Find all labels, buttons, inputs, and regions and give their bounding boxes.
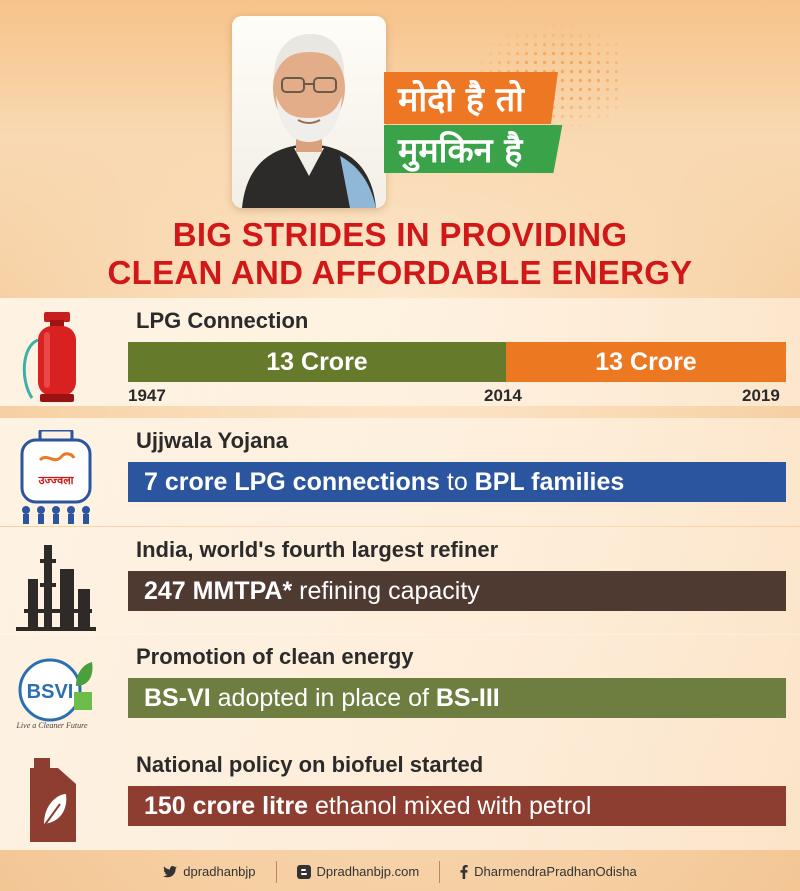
section-ujjwala-yojana: उज्ज्वला Ujjwala Yojana 7 crore LPG conn… bbox=[0, 418, 800, 526]
bar-text: refining capacity bbox=[292, 576, 480, 605]
portrait-photo bbox=[232, 16, 386, 208]
refining-bar: 247 MMTPA* refining capacity bbox=[128, 571, 786, 611]
bsvi-bar: BS-VI adopted in place of BS-III bbox=[128, 678, 786, 718]
biofuel-bar: 150 crore litre ethanol mixed with petro… bbox=[128, 786, 786, 826]
section-biofuel: National policy on biofuel started 150 c… bbox=[0, 742, 800, 850]
footer-social-links: dpradhanbjp Dpradhanbjp.com DharmendraPr… bbox=[0, 852, 800, 891]
section-lpg-connection: LPG Connection 13 Crore 13 Crore 1947 20… bbox=[0, 298, 800, 406]
portrait-illustration bbox=[242, 34, 376, 208]
section-title: India, world's fourth largest refiner bbox=[136, 537, 499, 562]
section-clean-energy: BSVI Live a Cleaner Future Promotion of … bbox=[0, 634, 800, 742]
segment-2014-2019: 13 Crore bbox=[506, 342, 786, 382]
bar-text-bold: BS-VI bbox=[144, 683, 211, 712]
lpg-cylinder-icon bbox=[14, 310, 98, 402]
footer-blog[interactable]: Dpradhanbjp.com bbox=[277, 864, 440, 879]
headline-line-2: CLEAN AND AFFORDABLE ENERGY bbox=[107, 254, 693, 291]
ujjwala-logo-icon: उज्ज्वला bbox=[14, 428, 98, 524]
twitter-handle: dpradhanbjp bbox=[183, 864, 256, 879]
slogan-line-1: मोदी है तो bbox=[384, 72, 558, 124]
bar-text-bold: 150 crore litre bbox=[144, 791, 308, 820]
footer-facebook[interactable]: DharmendraPradhanOdisha bbox=[440, 864, 657, 879]
bar-text-bold: BS-III bbox=[435, 683, 500, 712]
bsvi-logo-icon: BSVI Live a Cleaner Future bbox=[14, 646, 98, 730]
blog-url: Dpradhanbjp.com bbox=[316, 864, 420, 879]
tick-end: 2019 bbox=[742, 386, 780, 405]
refinery-icon bbox=[14, 539, 98, 631]
slogan-line-2: मुमकिन है bbox=[384, 125, 563, 173]
tick-start: 1947 bbox=[128, 386, 166, 405]
footer-divider bbox=[275, 860, 277, 883]
bar-text-bold: 247 MMTPA* bbox=[144, 576, 293, 605]
footer-divider bbox=[439, 860, 441, 883]
section-title: LPG Connection bbox=[136, 308, 309, 333]
bsvi-logo-text: BSVI bbox=[27, 681, 74, 703]
bar-text: adopted in place of bbox=[210, 683, 436, 712]
section-title: National policy on biofuel started bbox=[136, 752, 484, 777]
facebook-icon bbox=[460, 864, 468, 879]
segment-1947-2014: 13 Crore bbox=[128, 342, 506, 382]
bsvi-tagline: Live a Cleaner Future bbox=[15, 721, 87, 730]
bar-text-bold: BPL families bbox=[474, 467, 625, 496]
facebook-page: DharmendraPradhanOdisha bbox=[474, 864, 637, 879]
section-title: Ujjwala Yojana bbox=[136, 428, 289, 453]
bar-text: ethanol mixed with petrol bbox=[308, 791, 592, 820]
twitter-icon bbox=[163, 865, 178, 878]
tick-middle: 2014 bbox=[484, 386, 522, 405]
blogger-icon bbox=[296, 864, 311, 879]
biofuel-jerrycan-icon bbox=[14, 754, 98, 842]
ujjwala-bar: 7 crore LPG connections to BPL families bbox=[128, 462, 786, 502]
ujjwala-logo-text: उज्ज्वला bbox=[37, 474, 74, 487]
bar-text: to bbox=[439, 467, 475, 496]
headline-line-1: BIG STRIDES IN PROVIDING bbox=[172, 216, 628, 253]
section-title: Promotion of clean energy bbox=[136, 644, 414, 669]
footer-twitter[interactable]: dpradhanbjp bbox=[143, 864, 275, 879]
section-refiner: India, world's fourth largest refiner 24… bbox=[0, 527, 800, 635]
bar-text-bold: 7 crore LPG connections bbox=[144, 467, 440, 496]
